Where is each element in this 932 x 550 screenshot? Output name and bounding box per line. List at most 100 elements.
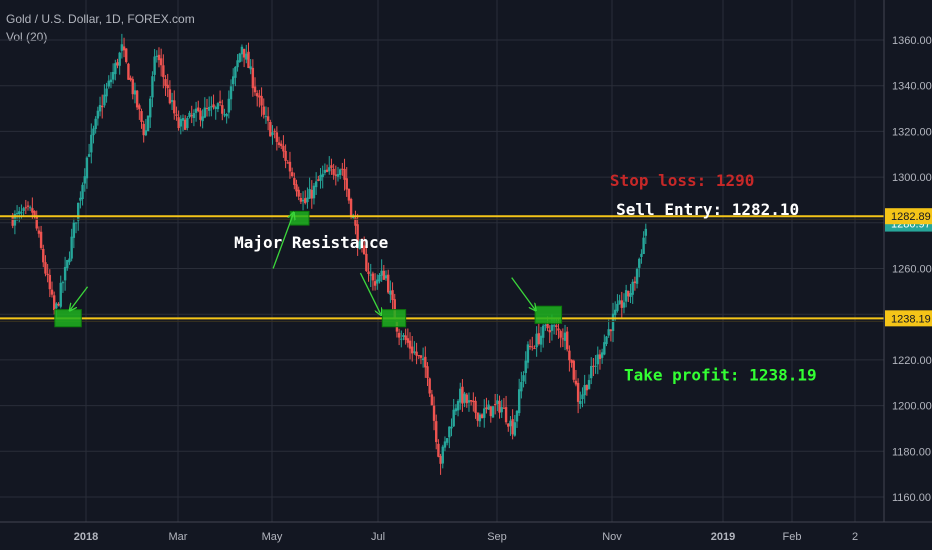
- support-zone-dec[interactable]: [54, 309, 82, 328]
- candle-body: [70, 236, 73, 259]
- candle-body: [253, 86, 257, 93]
- candle-body: [133, 90, 137, 95]
- time-axis[interactable]: 2018 Mar May Jul Sep Nov 2019 Feb 2: [0, 521, 932, 543]
- sell-entry-label[interactable]: Sell Entry: 1282.10: [616, 200, 799, 219]
- support-zone-jul[interactable]: [381, 309, 407, 328]
- candle-body: [120, 44, 124, 51]
- candle-body: [603, 342, 606, 355]
- candle-body: [140, 111, 143, 122]
- candle-body: [421, 358, 425, 361]
- candle-body: [96, 110, 100, 119]
- candle-body: [197, 107, 200, 112]
- candle-body: [439, 456, 442, 464]
- candle-body: [234, 66, 237, 78]
- candle-body: [162, 65, 165, 78]
- candle-body: [118, 52, 121, 66]
- candle-body: [151, 76, 154, 98]
- candle-body: [221, 105, 224, 114]
- candle-body: [225, 113, 228, 117]
- candle-body: [28, 207, 32, 209]
- candle-body: [345, 178, 348, 190]
- candle-body: [435, 421, 438, 443]
- candle-body: [526, 344, 530, 363]
- candle-body: [94, 118, 97, 130]
- candle-body: [349, 199, 353, 217]
- candle-body: [469, 400, 473, 402]
- candle-body: [111, 71, 115, 80]
- candle-body: [356, 224, 359, 248]
- candle-body: [347, 188, 351, 201]
- candle-body: [55, 303, 58, 309]
- candle-body: [179, 119, 183, 127]
- candle-body: [574, 380, 578, 385]
- arrow-oct[interactable]: [511, 277, 535, 310]
- candle-body: [103, 94, 106, 106]
- candle-body: [323, 169, 327, 173]
- x-tick-label: Feb: [783, 531, 802, 543]
- candle-body: [487, 404, 490, 410]
- candle-body: [266, 116, 270, 121]
- candle-body: [524, 360, 527, 374]
- candle-body: [334, 174, 338, 176]
- candle-body: [638, 258, 641, 268]
- candle-body: [258, 95, 261, 98]
- candle-body: [432, 405, 436, 421]
- arrow-may[interactable]: [272, 214, 293, 269]
- candle-body: [380, 270, 383, 276]
- candle-body: [74, 222, 78, 224]
- upper-level-line-tag[interactable]: [885, 208, 932, 225]
- symbol-title[interactable]: Gold / U.S. Dollar, 1D, FOREX.com: [6, 12, 195, 26]
- candles: [11, 33, 647, 475]
- candle-body: [321, 173, 324, 178]
- candle-body: [424, 356, 427, 368]
- candle-body: [275, 132, 279, 142]
- candle-body: [572, 360, 575, 380]
- candle-body: [312, 185, 316, 199]
- candle-body: [218, 101, 222, 103]
- candle-body: [609, 329, 613, 332]
- resistance-zone-may[interactable]: [289, 210, 310, 226]
- candle-body: [437, 443, 440, 457]
- arrow-jul[interactable]: [359, 272, 380, 314]
- candle-body: [365, 253, 368, 271]
- support-zone-oct[interactable]: [534, 305, 563, 324]
- y-tick-label: 1200.00: [892, 401, 932, 413]
- candle-body: [476, 412, 479, 421]
- candle-body: [306, 197, 309, 203]
- candle-body: [242, 48, 246, 58]
- candle-body: [175, 114, 178, 116]
- candle-body: [483, 408, 486, 418]
- candle-body: [256, 93, 259, 97]
- candle-body: [109, 79, 113, 83]
- candle-body: [210, 106, 213, 108]
- price-axis[interactable]: 1160.001180.001200.001220.001240.001260.…: [883, 0, 932, 522]
- candle-body: [378, 274, 381, 282]
- arrow-dec[interactable]: [70, 286, 89, 310]
- candle-body: [277, 142, 281, 145]
- x-tick-label: May: [262, 531, 283, 543]
- candle-body: [232, 76, 235, 85]
- candle-body: [585, 384, 589, 391]
- candle-body: [114, 63, 117, 75]
- candle-body: [352, 216, 355, 218]
- candle-body: [583, 385, 586, 396]
- candle-body: [293, 178, 296, 185]
- candle-body: [430, 394, 434, 406]
- candle-body: [282, 145, 285, 152]
- candle-body: [183, 119, 187, 130]
- take-profit-label[interactable]: Take profit: 1238.19: [624, 365, 817, 384]
- candle-body: [166, 84, 169, 89]
- major-resistance-label[interactable]: Major Resistance: [234, 233, 388, 252]
- candle-body: [522, 375, 525, 382]
- annotations: Stop loss: 1290 Sell Entry: 1282.10 Major …: [234, 171, 816, 384]
- upper-level-line-tag-label: 1282.89: [891, 211, 931, 223]
- candle-body: [199, 110, 202, 120]
- take-profit-line-tag[interactable]: [885, 310, 932, 327]
- candle-body: [229, 86, 233, 100]
- stop-loss-label[interactable]: Stop loss: 1290: [610, 171, 755, 190]
- candle-body: [236, 60, 239, 68]
- x-tick-label: Nov: [602, 531, 622, 543]
- candle-body: [596, 354, 599, 365]
- candle-body: [168, 89, 172, 104]
